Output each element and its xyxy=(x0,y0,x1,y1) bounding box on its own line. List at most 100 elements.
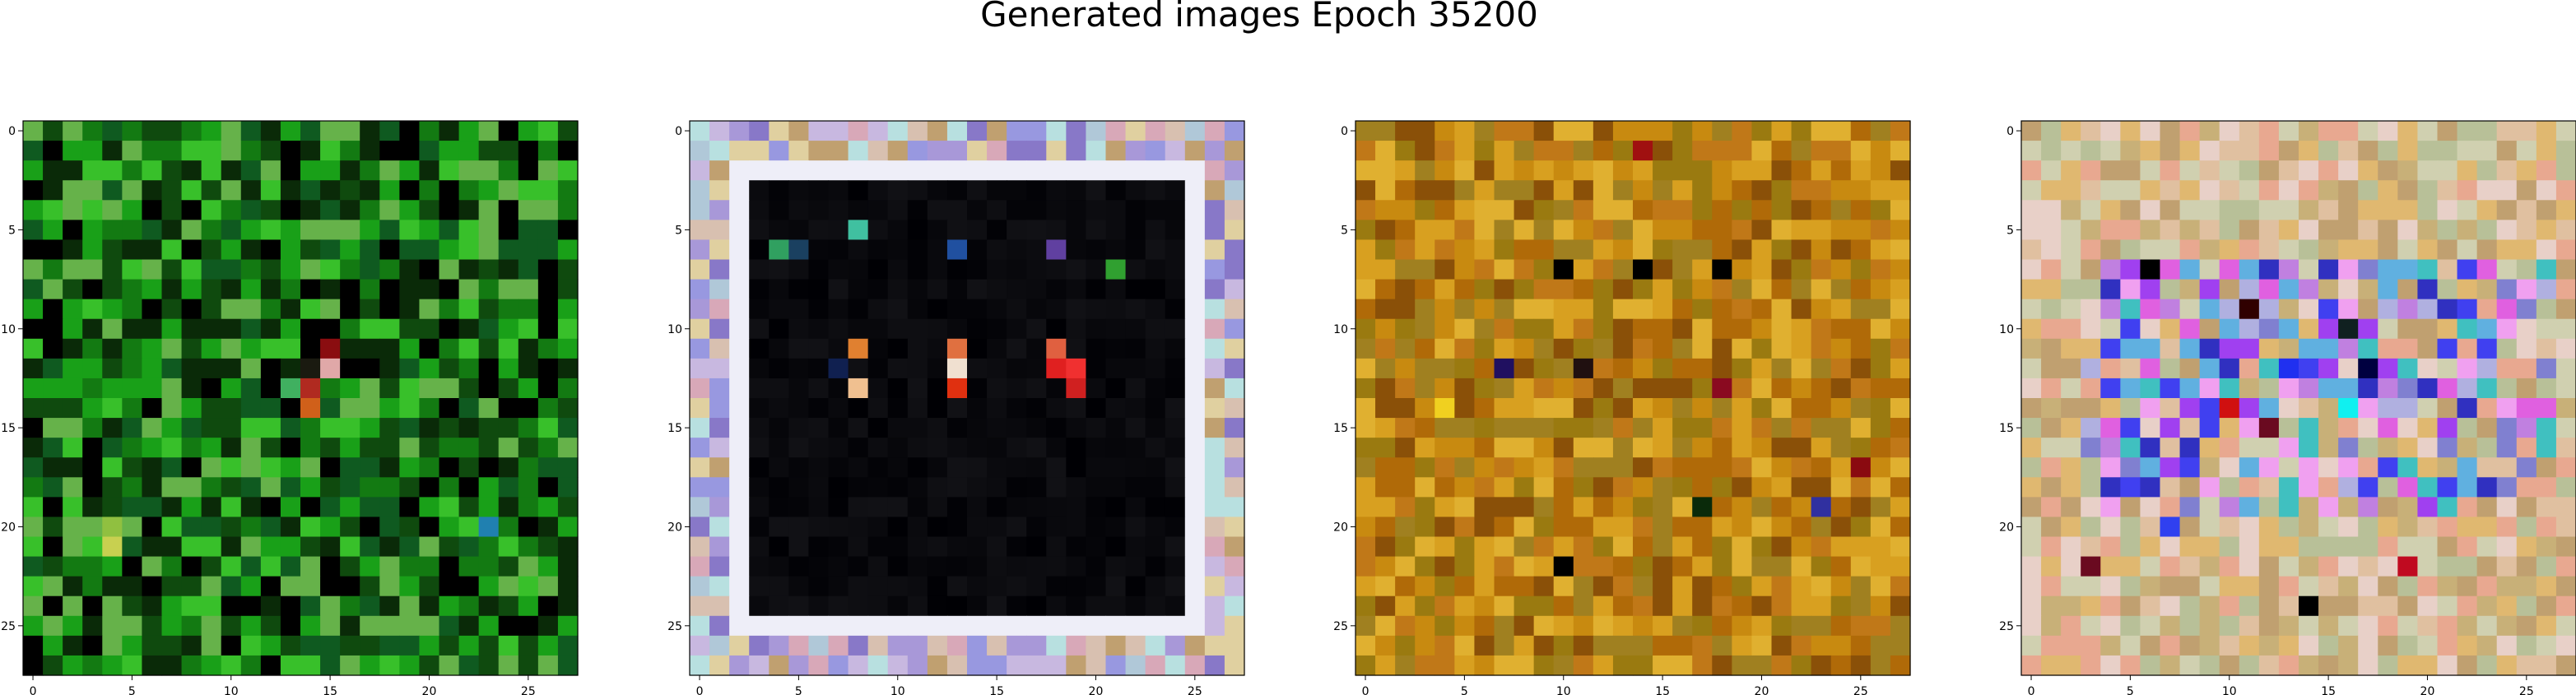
pixel-cell xyxy=(2397,497,2419,518)
pixel-cell xyxy=(907,358,928,379)
pixel-cell xyxy=(2081,536,2101,558)
pixel-cell xyxy=(1533,378,1555,399)
pixel-cell xyxy=(1573,595,1594,617)
pixel-cell xyxy=(1086,595,1107,617)
pixel-cell xyxy=(749,180,770,201)
pixel-cell xyxy=(2120,239,2141,261)
pixel-cell xyxy=(1732,121,1753,141)
pixel-cell xyxy=(1612,180,1634,201)
pixel-cell xyxy=(2120,378,2141,399)
pixel-cell xyxy=(987,299,1007,320)
pixel-cell xyxy=(142,576,163,597)
pixel-cell xyxy=(2299,517,2319,538)
pixel-cell xyxy=(122,279,143,300)
pixel-cell xyxy=(927,378,948,399)
pixel-cell xyxy=(2457,418,2478,438)
pixel-cell xyxy=(2219,141,2240,161)
pixel-cell xyxy=(240,180,262,201)
pixel-cell xyxy=(2120,595,2141,617)
pixel-cell xyxy=(2299,318,2319,340)
pixel-cell xyxy=(1811,279,1832,300)
pixel-cell xyxy=(1224,556,1245,577)
pixel-cell xyxy=(1224,438,1245,458)
pixel-cell xyxy=(907,338,928,359)
pixel-cell xyxy=(2318,358,2339,379)
pixel-cell xyxy=(2318,398,2339,419)
pixel-cell xyxy=(2081,358,2101,379)
pixel-cell xyxy=(1593,358,1614,379)
pixel-cell xyxy=(557,378,579,399)
pixel-cell xyxy=(1454,378,1476,399)
pixel-cell xyxy=(2219,318,2240,340)
pixel-cell xyxy=(967,338,988,359)
pixel-cell xyxy=(260,438,281,458)
pixel-cell xyxy=(2555,299,2576,320)
pixel-cell xyxy=(1434,398,1455,419)
pixel-cell xyxy=(2160,398,2181,419)
pixel-cell xyxy=(340,576,360,597)
pixel-cell xyxy=(867,160,889,181)
pixel-cell xyxy=(2378,655,2398,676)
pixel-cell xyxy=(1751,615,1773,637)
pixel-cell xyxy=(690,121,710,141)
pixel-cell xyxy=(1791,556,1812,577)
pixel-cell xyxy=(2120,160,2141,181)
pixel-cell xyxy=(1712,556,1732,577)
pixel-cell xyxy=(1224,279,1245,300)
pixel-cell xyxy=(221,259,242,280)
pixel-cell xyxy=(1026,635,1047,656)
pixel-cell xyxy=(867,239,889,261)
pixel-cell xyxy=(280,536,301,558)
pixel-cell xyxy=(848,615,869,637)
pixel-cell xyxy=(1573,457,1594,478)
pixel-cell xyxy=(142,180,163,201)
pixel-cell xyxy=(201,635,222,656)
pixel-cell xyxy=(1712,338,1732,359)
pixel-cell xyxy=(2536,318,2557,340)
pixel-cell xyxy=(1125,418,1146,438)
pixel-cell xyxy=(1415,457,1435,478)
pixel-cell xyxy=(240,418,262,438)
pixel-cell xyxy=(1890,279,1911,300)
pixel-cell xyxy=(1553,457,1574,478)
pixel-cell xyxy=(2496,595,2518,617)
pixel-cell xyxy=(2457,655,2478,676)
pixel-cell xyxy=(2457,517,2478,538)
pixel-cell xyxy=(2476,418,2498,438)
pixel-cell xyxy=(1830,239,1852,261)
pixel-cell xyxy=(2199,655,2220,676)
pixel-cell xyxy=(122,299,143,320)
pixel-cell xyxy=(63,299,83,320)
pixel-cell xyxy=(2041,457,2062,478)
x-tick-label: 5 xyxy=(128,685,136,695)
pixel-cell xyxy=(320,615,341,637)
pixel-cell xyxy=(82,220,103,241)
pixel-cell xyxy=(419,299,440,320)
pixel-cell xyxy=(2555,378,2576,399)
pixel-cell xyxy=(1712,220,1732,241)
pixel-cell xyxy=(2437,438,2458,458)
pixel-cell xyxy=(1890,556,1911,577)
pixel-cell xyxy=(399,615,421,637)
pixel-cell xyxy=(1066,358,1087,379)
pixel-cell xyxy=(63,438,83,458)
pixel-cell xyxy=(1125,358,1146,379)
pixel-cell xyxy=(927,141,948,161)
pixel-cell xyxy=(1653,259,1673,280)
pixel-cell xyxy=(2378,299,2398,320)
pixel-cell xyxy=(927,457,948,478)
pixel-cell xyxy=(1712,279,1732,300)
pixel-cell xyxy=(478,517,500,538)
pixel-cell xyxy=(1026,239,1047,261)
pixel-cell xyxy=(2258,180,2280,201)
pixel-cell xyxy=(1454,338,1476,359)
pixel-cell xyxy=(2100,121,2121,141)
pixel-cell xyxy=(690,536,710,558)
pixel-cell xyxy=(2179,497,2201,518)
pixel-cell xyxy=(2239,200,2260,220)
pixel-cell xyxy=(709,338,730,359)
pixel-cell xyxy=(1850,121,1872,141)
pixel-cell xyxy=(1692,457,1713,478)
pixel-cell xyxy=(142,477,163,498)
pixel-cell xyxy=(1184,338,1206,359)
